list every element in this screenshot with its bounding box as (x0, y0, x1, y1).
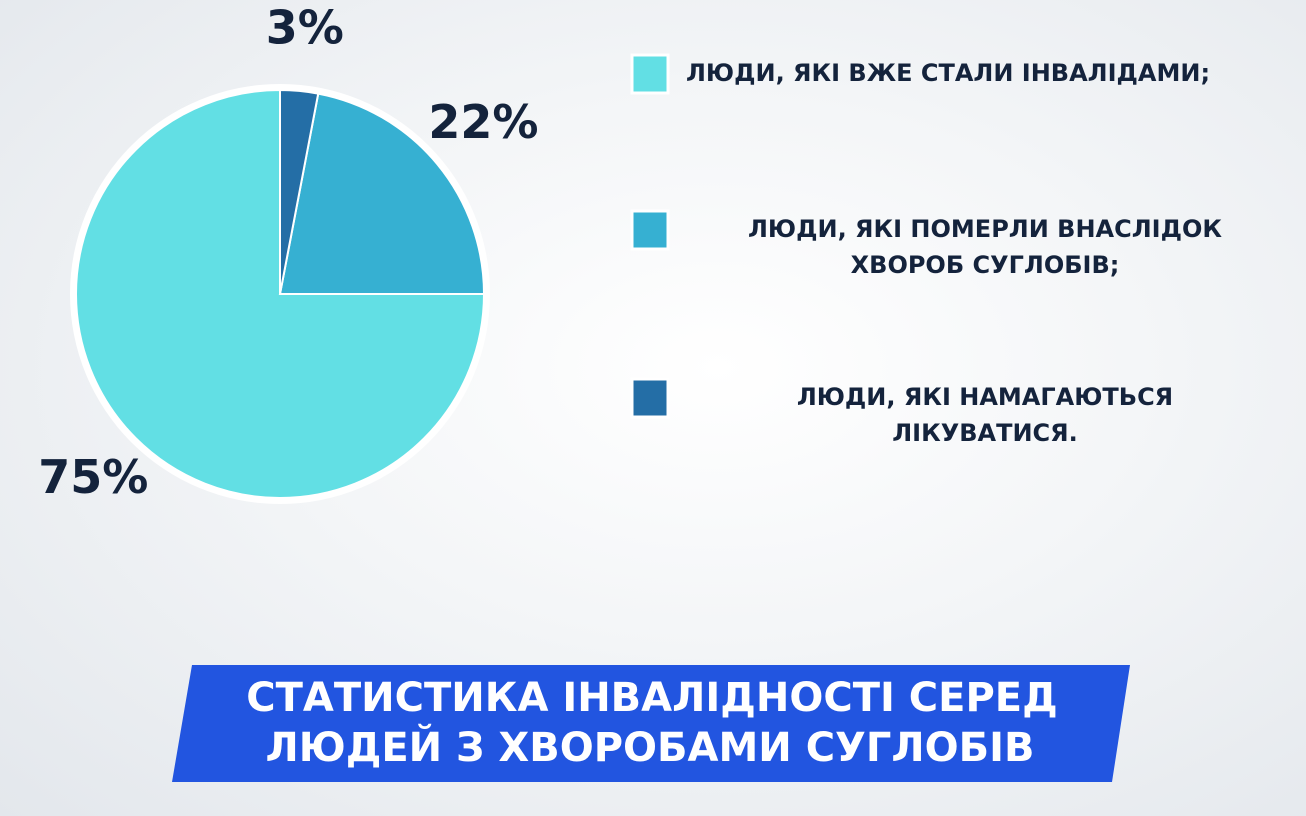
legend-label: ЛЮДИ, ЯКІ ПОМЕРЛИ ВНАСЛІДОК (748, 215, 1222, 243)
pie-slice (278, 92, 486, 295)
legend-swatch (630, 209, 670, 251)
slice-label: 3% (266, 1, 344, 55)
chart-title: СТАТИСТИКА ІНВАЛІДНОСТІ СЕРЕД (246, 675, 1057, 721)
legend-label: ЛІКУВАТИСЯ. (892, 419, 1078, 447)
legend-swatch (630, 53, 670, 95)
legend-label: ХВОРОБ СУГЛОБІВ; (851, 251, 1120, 279)
legend-label: ЛЮДИ, ЯКІ ВЖЕ СТАЛИ ІНВАЛІДАМИ; (686, 59, 1210, 87)
pie-slice (279, 88, 320, 295)
title-banner (172, 665, 1130, 782)
slice-label: 75% (38, 450, 148, 504)
legend-swatch (630, 377, 670, 419)
chart-title: ЛЮДЕЙ З ХВОРОБАМИ СУГЛОБІВ (266, 723, 1035, 771)
slice-label: 22% (428, 95, 538, 149)
legend-label: ЛЮДИ, ЯКІ НАМАГАЮТЬСЯ (797, 383, 1173, 411)
